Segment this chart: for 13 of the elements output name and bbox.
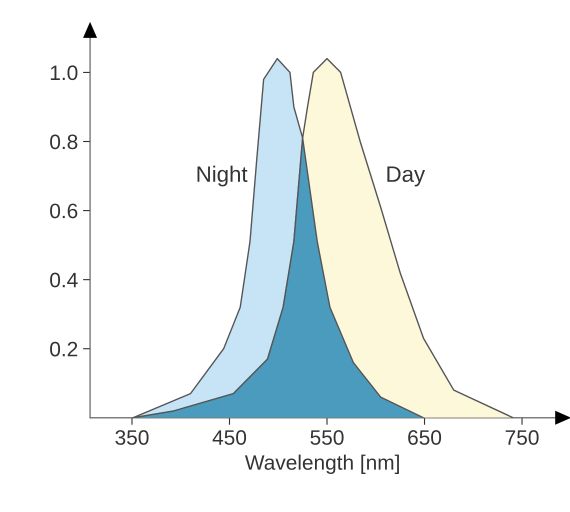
x-tick-label: 350 xyxy=(115,430,149,445)
y-tick-label: 0.6 xyxy=(50,204,78,218)
x-tick-label: 550 xyxy=(310,430,344,445)
x-tick-label: 450 xyxy=(212,430,246,445)
x-axis-title: Wavelength [nm] xyxy=(244,454,399,474)
y-tick-label: 1.0 xyxy=(50,65,78,80)
x-tick-label: 750 xyxy=(506,430,539,445)
y-tick-label: 0.4 xyxy=(50,272,78,288)
x-tick-label: 650 xyxy=(408,430,442,445)
y-tick-label: 0.2 xyxy=(50,342,78,356)
series-label: Day xyxy=(387,166,426,186)
series-label: Night xyxy=(198,166,248,186)
y-tick-label: 0.8 xyxy=(50,134,78,150)
